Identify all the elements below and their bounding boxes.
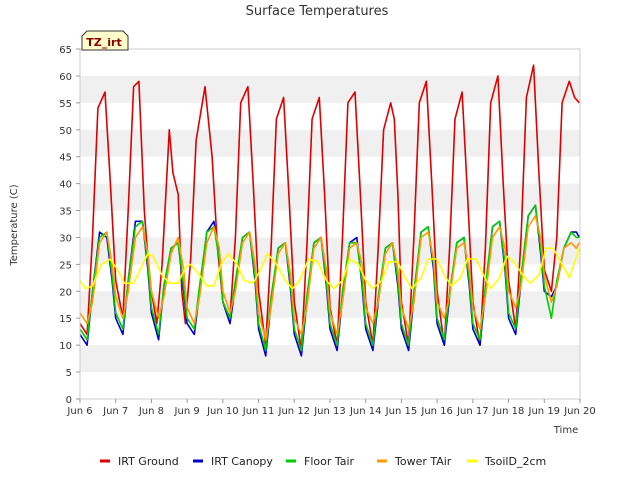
x-tick-label: Jun 17	[456, 406, 489, 417]
y-axis: 0 5 10 15 20 25 30 35 40 45 50 55 60 65	[59, 45, 80, 406]
legend-item-floor-tair: Floor Tair	[286, 455, 355, 468]
y-tick-label: 10	[59, 341, 72, 352]
y-tick-label: 5	[66, 368, 72, 379]
y-tick-label: 15	[59, 314, 72, 325]
chart-title: Surface Temperatures	[246, 4, 389, 19]
y-tick-label: 20	[59, 287, 72, 298]
grid-band	[80, 75, 580, 103]
x-tick-label: Jun 18	[492, 406, 525, 417]
x-tick-label: Jun 9	[174, 406, 200, 417]
legend-label: IRT Ground	[118, 455, 179, 468]
legend-label: Floor Tair	[304, 455, 355, 468]
x-tick-label: Jun 19	[528, 406, 561, 417]
series-layer	[79, 64, 581, 357]
y-tick-label: 0	[66, 395, 72, 406]
y-axis-label: Temperature (C)	[9, 184, 20, 266]
x-tick-label: Jun 10	[206, 406, 239, 417]
legend: IRT Ground IRT Canopy Floor Tair Tower TAir…	[100, 455, 546, 468]
x-tick-label: Jun 20	[563, 406, 596, 417]
y-tick-label: 65	[59, 45, 72, 56]
x-axis-label: Time	[553, 425, 578, 436]
grid-band	[80, 345, 580, 373]
x-tick-label: Jun 15	[385, 406, 418, 417]
y-tick-label: 35	[59, 207, 72, 218]
y-tick-label: 45	[59, 153, 72, 164]
x-tick-label: Jun 11	[242, 406, 275, 417]
x-tick-label: Jun 6	[66, 406, 92, 417]
y-tick-label: 60	[59, 72, 72, 83]
series-line-tower-tair	[79, 215, 581, 341]
legend-label: Tower TAir	[394, 455, 452, 468]
grid-bands	[80, 75, 580, 373]
x-tick-label: Jun 16	[420, 406, 453, 417]
legend-item-tower-tair: Tower TAir	[377, 455, 452, 468]
y-tick-label: 55	[59, 99, 72, 110]
x-axis: Jun 6 Jun 7 Jun 8 Jun 9 Jun 10 Jun 11 Jun 12 Ju…	[66, 399, 596, 417]
x-tick-label: Jun 8	[138, 406, 164, 417]
tz-badge: TZ_irt	[81, 30, 129, 51]
x-tick-label: Jun 14	[349, 406, 382, 417]
legend-item-tsoild-2cm: TsoilD_2cm	[467, 455, 546, 468]
tz-badge-label: TZ_irt	[86, 36, 121, 49]
legend-item-irt-canopy: IRT Canopy	[193, 455, 273, 468]
y-tick-label: 30	[59, 233, 72, 244]
y-tick-label: 25	[59, 260, 72, 271]
legend-item-irt-ground: IRT Ground	[100, 455, 179, 468]
series-line-tsoild-2cm	[79, 247, 581, 290]
x-tick-label: Jun 12	[278, 406, 311, 417]
series-line-floor-tair	[79, 204, 580, 352]
legend-label: TsoilD_2cm	[484, 455, 546, 468]
grid-band	[80, 129, 580, 157]
legend-label: IRT Canopy	[211, 455, 273, 468]
grid-band	[80, 183, 580, 211]
y-tick-label: 50	[59, 126, 72, 137]
y-tick-label: 40	[59, 180, 72, 191]
x-tick-label: Jun 7	[102, 406, 128, 417]
x-tick-label: Jun 13	[313, 406, 346, 417]
